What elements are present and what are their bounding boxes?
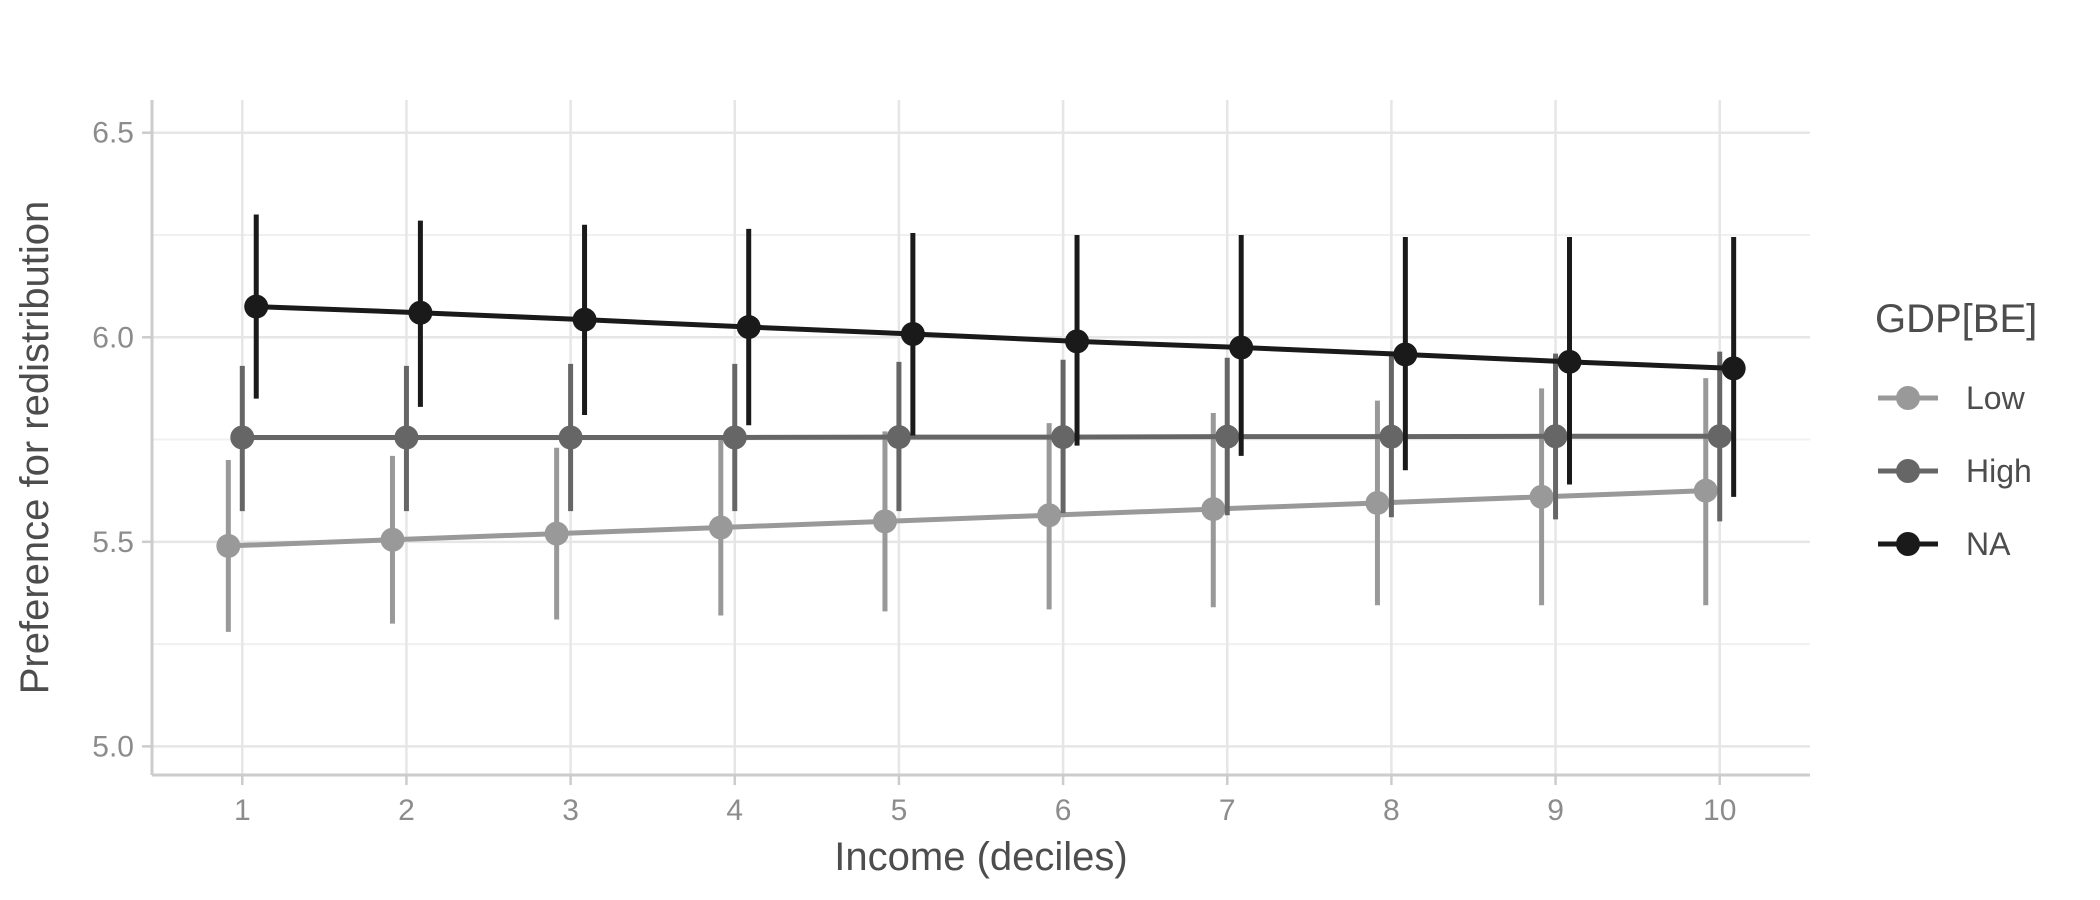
axes: [150, 100, 1810, 777]
data-point: [900, 322, 925, 346]
data-point: [1051, 425, 1076, 450]
data-point: [722, 425, 747, 450]
data-point: [1721, 356, 1746, 381]
y-axis-ticks: 5.0 5.5 6.0 6.5: [92, 117, 152, 763]
data-point: [1379, 424, 1404, 449]
x-tick-label: 4: [726, 794, 743, 827]
legend-label: Low: [1966, 380, 2026, 416]
data-point: [1543, 424, 1568, 449]
data-point: [216, 533, 241, 558]
x-tick-label: 7: [1219, 794, 1236, 827]
x-tick-label: 9: [1547, 794, 1564, 827]
x-tick-label: 5: [891, 794, 908, 827]
data-point: [1529, 484, 1554, 509]
data-point: [394, 425, 419, 450]
data-point: [544, 521, 569, 546]
data-point: [1201, 497, 1226, 522]
legend-item-high: High: [1878, 453, 2032, 489]
data-point: [230, 425, 255, 450]
series-layer: [216, 214, 1746, 632]
y-tick-label: 5.5: [92, 526, 134, 559]
y-tick-label: 5.0: [92, 730, 134, 763]
series-high: [230, 351, 1732, 522]
series-low: [216, 378, 1718, 632]
y-tick-label: 6.5: [92, 117, 134, 150]
legend-key-point: [1896, 386, 1920, 410]
series-line: [242, 433, 1720, 440]
legend-key-point: [1896, 532, 1920, 556]
legend-label: High: [1966, 453, 2032, 489]
data-point: [1065, 329, 1090, 354]
legend-title: GDP[BE]: [1875, 297, 2037, 341]
x-axis-title: Income (deciles): [834, 835, 1127, 879]
data-point: [708, 515, 733, 540]
x-tick-label: 2: [398, 794, 415, 827]
data-point: [1557, 349, 1582, 374]
x-tick-label: 10: [1703, 794, 1736, 827]
data-point: [380, 527, 405, 552]
x-tick-label: 3: [562, 794, 579, 827]
data-point: [408, 300, 433, 325]
legend-item-na: NA: [1878, 526, 2011, 562]
y-tick-label: 6.0: [92, 321, 134, 354]
data-point: [1229, 335, 1254, 360]
data-point: [1393, 342, 1418, 367]
x-axis-ticks: 1 2 3 4 5 6 7 8 9 10: [234, 775, 1736, 827]
data-point: [572, 307, 597, 332]
legend-items: Low High NA: [1878, 380, 2032, 562]
data-point: [1037, 503, 1062, 528]
data-point: [1365, 490, 1390, 515]
data-point: [886, 425, 911, 450]
legend-key-point: [1896, 459, 1920, 483]
x-tick-label: 6: [1055, 794, 1072, 827]
data-point: [736, 315, 761, 340]
data-point: [558, 425, 583, 450]
series-na: [244, 214, 1746, 497]
data-point: [244, 294, 269, 319]
legend-label: NA: [1966, 526, 2011, 562]
x-tick-label: 1: [234, 794, 251, 827]
series-line: [256, 304, 1734, 371]
legend: GDP[BE] Low High NA: [1875, 297, 2037, 562]
data-point: [1693, 478, 1718, 503]
data-point: [1707, 424, 1732, 449]
y-axis-title: Preference for redistribution: [13, 201, 57, 695]
legend-item-low: Low: [1878, 380, 2026, 416]
data-point: [872, 509, 897, 534]
data-point: [1215, 424, 1240, 449]
series-line: [228, 488, 1706, 549]
x-tick-label: 8: [1383, 794, 1400, 827]
